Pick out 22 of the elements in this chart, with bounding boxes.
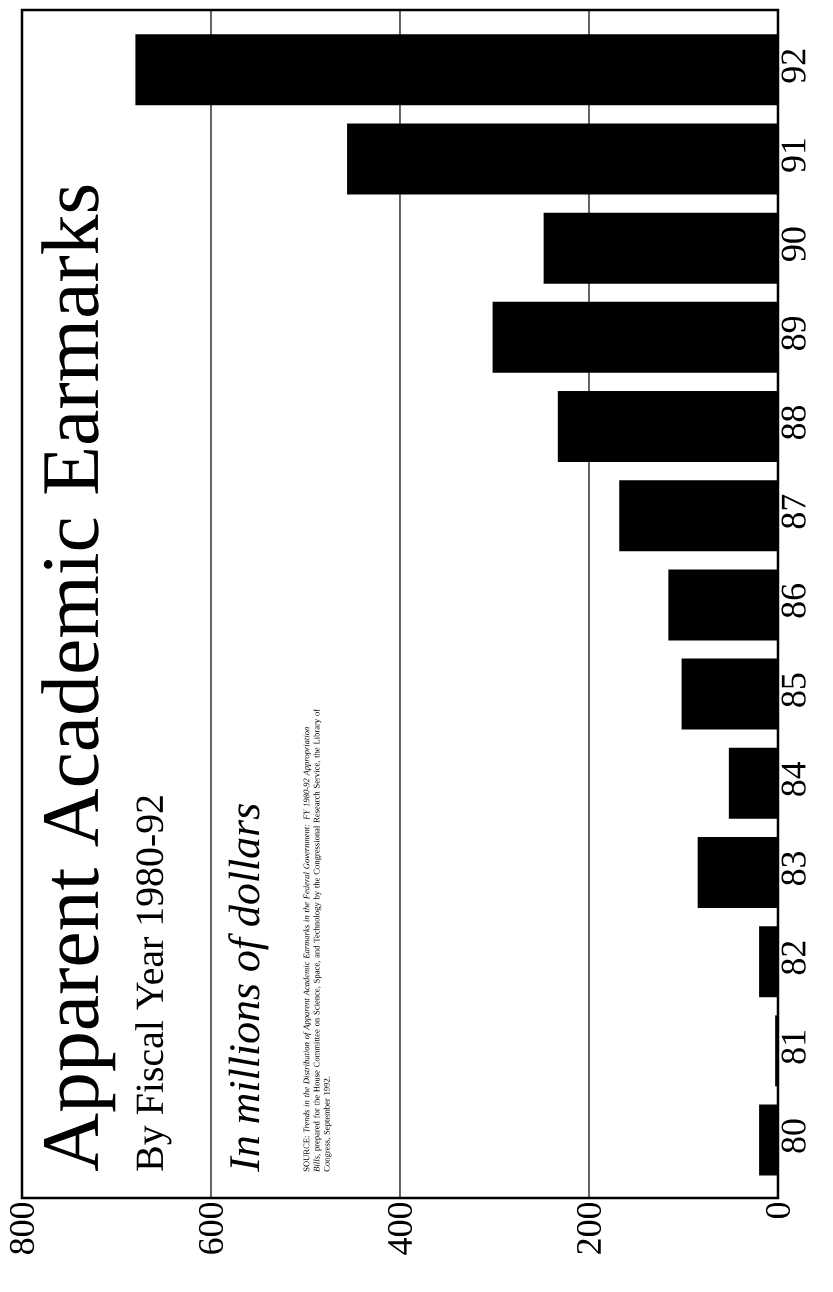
x-tick-label: 600	[198, 1202, 224, 1254]
y-tick-label: 92	[781, 49, 806, 83]
y-tick-label: 81	[781, 1031, 806, 1064]
x-tick-label: 0	[765, 1202, 791, 1219]
x-tick-label: 400	[387, 1202, 413, 1255]
y-tick-label: 91	[781, 139, 806, 172]
y-tick-label: 90	[781, 227, 806, 261]
y-axis-title: In millions of dollars	[228, 804, 269, 1172]
y-tick-label: 86	[781, 584, 806, 618]
y-tick-label: 87	[781, 494, 806, 529]
y-tick-label: 84	[781, 761, 806, 796]
x-tick-label: 200	[576, 1202, 602, 1254]
y-tick-label: 88	[781, 405, 806, 440]
text: SOURCE: Trends in the Distribution of Apparent Academic Earmarks in the Federal Government: FY 1980-92 Appropriation Bills, prepared for the House Committee on Science, Space, and Technology by the Congressional Research Service, the Library of Congress, September 1992.	[303, 708, 332, 1172]
y-tick-label: 80	[781, 1119, 806, 1153]
y-tick-label: 82	[781, 941, 806, 975]
y-tick-label: 85	[781, 673, 806, 707]
x-tick-label: 800	[9, 1202, 35, 1254]
text: Apparent Academic Earmarks	[41, 185, 116, 1171]
y-tick-label: 83	[781, 851, 806, 886]
text: By Fiscal Year 1980-92	[135, 796, 172, 1171]
y-tick-label: 89	[781, 316, 806, 350]
